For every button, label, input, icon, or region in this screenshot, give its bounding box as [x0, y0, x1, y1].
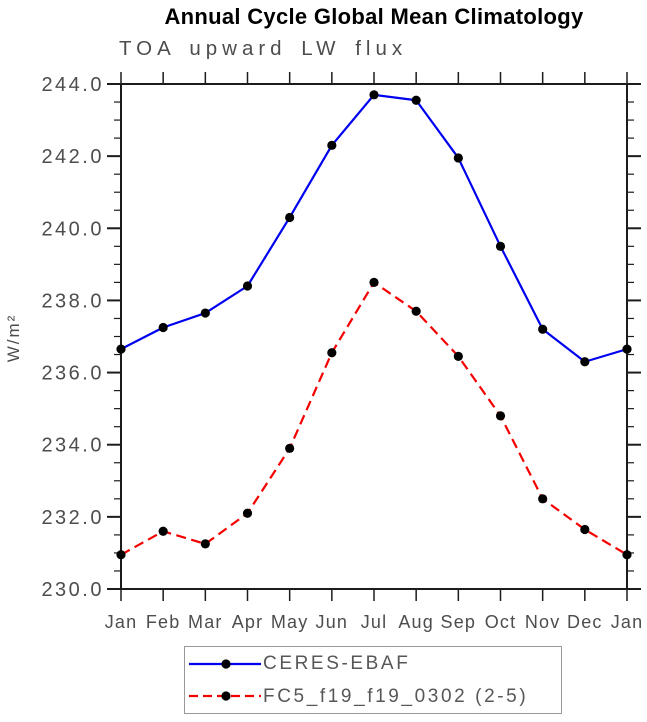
legend-item-fc5: FC5_f19_f19_0302 (2-5): [188, 681, 561, 712]
svg-text:240.0: 240.0: [41, 218, 104, 240]
svg-text:Apr: Apr: [232, 612, 264, 632]
legend-sample-solid-line: [189, 659, 261, 669]
svg-text:Jan: Jan: [611, 612, 644, 632]
plot-area: 230.0 232.0 234.0 236.0 238.0 240.0 242.0 244.0…: [41, 72, 644, 632]
svg-text:232.0: 232.0: [41, 507, 104, 529]
legend-marker-dot: [221, 691, 231, 701]
svg-text:Sep: Sep: [441, 612, 477, 632]
svg-text:May: May: [271, 612, 309, 632]
svg-text:Aug: Aug: [398, 612, 434, 632]
svg-text:Oct: Oct: [485, 612, 517, 632]
svg-text:230.0: 230.0: [41, 579, 104, 601]
svg-text:238.0: 238.0: [41, 290, 104, 312]
svg-text:242.0: 242.0: [41, 146, 104, 168]
chart-title: Annual Cycle Global Mean Climatology: [164, 4, 584, 29]
legend-label-fc5: FC5_f19_f19_0302 (2-5): [263, 685, 529, 707]
svg-text:236.0: 236.0: [41, 363, 104, 385]
legend-label-ceres-ebaf: CERES-EBAF: [263, 653, 411, 675]
svg-text:Feb: Feb: [146, 612, 181, 632]
svg-text:Dec: Dec: [567, 612, 603, 632]
legend-box: CERES-EBAF FC5_f19_f19_0302 (2-5): [184, 646, 562, 714]
svg-text:Mar: Mar: [188, 612, 223, 632]
svg-text:Nov: Nov: [525, 612, 561, 632]
legend-item-ceres-ebaf: CERES-EBAF: [188, 648, 561, 679]
legend-sample-dashed-line: [189, 691, 261, 701]
svg-text:Jun: Jun: [316, 612, 349, 632]
svg-text:244.0: 244.0: [41, 74, 104, 96]
legend-marker-dot: [221, 659, 231, 669]
chart-subtitle: TOA upward LW flux: [119, 37, 408, 60]
svg-text:Jan: Jan: [105, 612, 138, 632]
svg-text:234.0: 234.0: [41, 435, 104, 457]
svg-text:Jul: Jul: [361, 612, 388, 632]
